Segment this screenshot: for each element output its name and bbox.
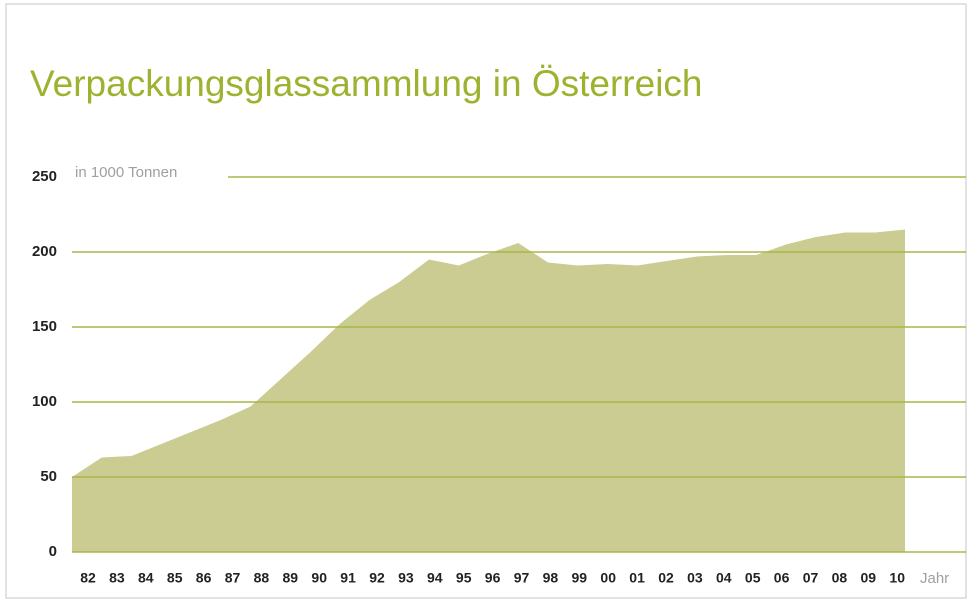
x-tick-label: 03 <box>687 570 703 586</box>
x-tick-label: 00 <box>600 570 616 586</box>
x-tick-label: 10 <box>889 570 905 586</box>
y-tick-label: 200 <box>32 243 57 260</box>
x-tick-label: 95 <box>456 570 472 586</box>
area <box>72 229 905 552</box>
x-tick-label: 99 <box>572 570 588 586</box>
x-tick-label: 05 <box>745 570 761 586</box>
x-tick-label: 92 <box>369 570 385 586</box>
x-tick-label: 96 <box>485 570 501 586</box>
x-tick-label: 98 <box>543 570 559 586</box>
y-tick-label: 250 <box>32 168 57 185</box>
x-tick-label: 88 <box>254 570 270 586</box>
y-axis-label: in 1000 Tonnen <box>75 164 177 181</box>
x-tick-label: 09 <box>861 570 877 586</box>
x-tick-label: 08 <box>832 570 848 586</box>
y-tick-label: 0 <box>49 543 57 560</box>
x-tick-label: 93 <box>398 570 414 586</box>
x-tick-label: 90 <box>311 570 327 586</box>
x-tick-label: 94 <box>427 570 443 586</box>
y-tick-label: 100 <box>32 393 57 410</box>
x-tick-label: 86 <box>196 570 212 586</box>
x-tick-label: 85 <box>167 570 183 586</box>
x-tick-label: 01 <box>629 570 645 586</box>
chart-title: Verpackungsglassammlung in Österreich <box>30 63 703 104</box>
x-tick-label: 06 <box>774 570 790 586</box>
x-axis-label: Jahr <box>920 570 949 587</box>
y-tick-label: 150 <box>32 318 57 335</box>
y-tick-label: 50 <box>40 468 57 485</box>
x-tick-label: 91 <box>340 570 356 586</box>
x-tick-label: 83 <box>109 570 125 586</box>
x-tick-label: 82 <box>80 570 96 586</box>
x-tick-label: 97 <box>514 570 530 586</box>
x-tick-label: 89 <box>283 570 299 586</box>
x-tick-label: 87 <box>225 570 241 586</box>
x-tick-label: 02 <box>658 570 674 586</box>
x-tick-label: 04 <box>716 570 732 586</box>
x-tick-label: 84 <box>138 570 154 586</box>
x-tick-label: 07 <box>803 570 819 586</box>
